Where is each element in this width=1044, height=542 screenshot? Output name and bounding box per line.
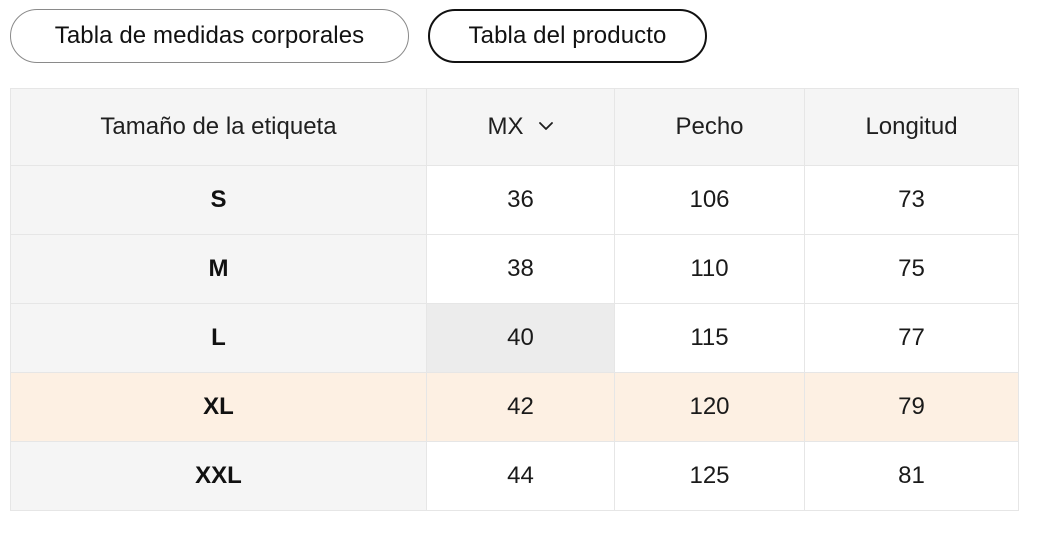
chest-cell: 115 (614, 303, 805, 373)
size-label-cell: XXL (10, 441, 427, 511)
table-body: S 36 106 73 M 38 110 75 L 40 115 77 XL 4… (10, 165, 1019, 511)
table-row-selected[interactable]: XL 42 120 79 (10, 372, 1019, 442)
length-cell: 77 (804, 303, 1019, 373)
length-cell: 79 (804, 372, 1019, 442)
tab-body-measurements[interactable]: Tabla de medidas corporales (10, 9, 409, 63)
size-table: Tamaño de la etiqueta MX Pecho Longitud … (10, 88, 1019, 511)
header-row: Tamaño de la etiqueta MX Pecho Longitud (10, 88, 1019, 166)
header-label: Tamaño de la etiqueta (10, 88, 427, 166)
table-row[interactable]: L 40 115 77 (10, 303, 1019, 373)
length-cell: 73 (804, 165, 1019, 235)
size-label-cell: M (10, 234, 427, 304)
table-row[interactable]: XXL 44 125 81 (10, 441, 1019, 511)
mx-cell: 42 (426, 372, 615, 442)
chevron-down-icon (538, 122, 553, 130)
length-cell: 81 (804, 441, 1019, 511)
unit-label: MX (487, 113, 524, 140)
mx-cell: 44 (426, 441, 615, 511)
mx-cell: 36 (426, 165, 615, 235)
chest-cell: 125 (614, 441, 805, 511)
table-row[interactable]: M 38 110 75 (10, 234, 1019, 304)
length-cell: 75 (804, 234, 1019, 304)
chart-tabs: Tabla de medidas corporales Tabla del pr… (10, 9, 707, 63)
chest-cell: 120 (614, 372, 805, 442)
header-chest: Pecho (614, 88, 805, 166)
table-header: Tamaño de la etiqueta MX Pecho Longitud (10, 88, 1019, 166)
mx-cell: 38 (426, 234, 615, 304)
size-label-cell: L (10, 303, 427, 373)
table-row[interactable]: S 36 106 73 (10, 165, 1019, 235)
chest-cell: 106 (614, 165, 805, 235)
size-label-cell: XL (10, 372, 427, 442)
tab-product-table[interactable]: Tabla del producto (428, 9, 707, 63)
mx-cell: 40 (426, 303, 615, 373)
header-length: Longitud (804, 88, 1019, 166)
size-label-cell: S (10, 165, 427, 235)
unit-dropdown[interactable]: MX (426, 88, 615, 166)
chest-cell: 110 (614, 234, 805, 304)
